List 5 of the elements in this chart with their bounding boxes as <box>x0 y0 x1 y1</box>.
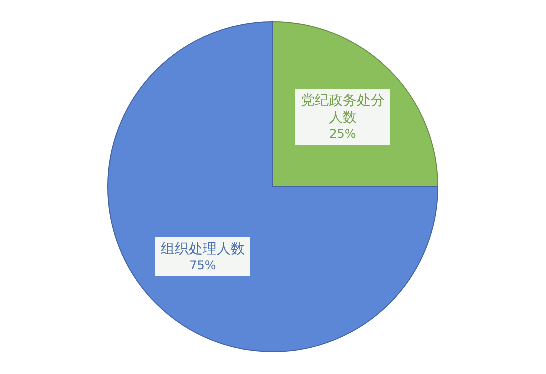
pie-slice <box>108 22 438 352</box>
data-label: 25% <box>330 127 356 142</box>
slice-label: 组织处理人数 <box>160 241 245 258</box>
slice-label: 党纪政务处分人数 <box>301 92 386 126</box>
data-label: 75% <box>190 258 216 273</box>
